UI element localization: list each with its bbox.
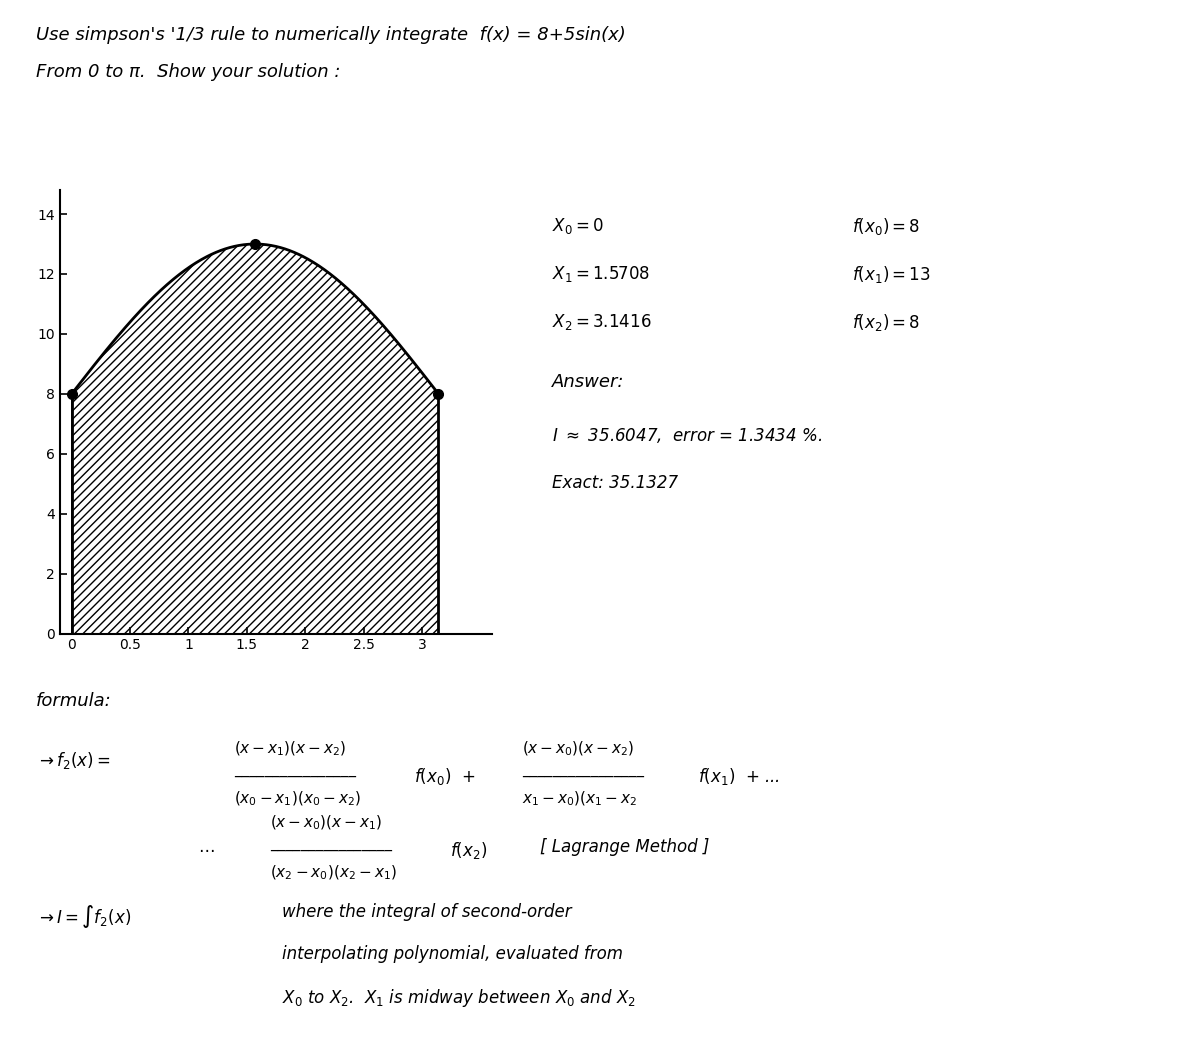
Text: $X_2 = 3.1416$: $X_2 = 3.1416$ bbox=[552, 312, 652, 332]
Text: $(x_0-x_1)(x_0-x_2)$: $(x_0-x_1)(x_0-x_2)$ bbox=[234, 790, 361, 808]
Text: $\rightarrow I = \int f_2(x)$: $\rightarrow I = \int f_2(x)$ bbox=[36, 903, 131, 930]
Text: $f(x_2)$: $f(x_2)$ bbox=[450, 840, 487, 861]
Text: interpolating polynomial, evaluated from: interpolating polynomial, evaluated from bbox=[282, 945, 623, 963]
Text: ________________: ________________ bbox=[270, 836, 392, 851]
Text: $\rightarrow f_2(x) =$: $\rightarrow f_2(x) =$ bbox=[36, 750, 110, 771]
Text: $(x_2-x_0)(x_2-x_1)$: $(x_2-x_0)(x_2-x_1)$ bbox=[270, 864, 397, 882]
Text: $f(x_2) = 8$: $f(x_2) = 8$ bbox=[852, 312, 920, 333]
Text: $x_1-x_0)(x_1-x_2$: $x_1-x_0)(x_1-x_2$ bbox=[522, 790, 637, 808]
Text: From 0 to π.  Show your solution :: From 0 to π. Show your solution : bbox=[36, 63, 341, 81]
Text: $X_0$ to $X_2$.  $X_1$ is midway between $X_0$ and $X_2$: $X_0$ to $X_2$. $X_1$ is midway between … bbox=[282, 987, 636, 1010]
Text: I $\approx$ 35.6047,  error = 1.3434 %.: I $\approx$ 35.6047, error = 1.3434 %. bbox=[552, 426, 822, 445]
Text: $X_0 = 0$: $X_0 = 0$ bbox=[552, 216, 604, 237]
Text: $f(x_1) = 13$: $f(x_1) = 13$ bbox=[852, 264, 931, 285]
Text: $X_1 = 1.5708$: $X_1 = 1.5708$ bbox=[552, 264, 650, 284]
Text: $f(x_0)$  +: $f(x_0)$ + bbox=[414, 766, 475, 787]
Text: $f(x_1)$  + ...: $f(x_1)$ + ... bbox=[698, 766, 780, 787]
Text: $(x-x_0)(x-x_1)$: $(x-x_0)(x-x_1)$ bbox=[270, 813, 383, 831]
Text: $(x-x_1)(x-x_2)$: $(x-x_1)(x-x_2)$ bbox=[234, 739, 347, 757]
Text: Exact: 35.1327: Exact: 35.1327 bbox=[552, 473, 678, 492]
Text: Answer:: Answer: bbox=[552, 373, 624, 392]
Text: $\cdots$: $\cdots$ bbox=[198, 840, 215, 857]
Text: Use simpson's '1/3 rule to numerically integrate  f(x) = 8+5sin(x): Use simpson's '1/3 rule to numerically i… bbox=[36, 26, 625, 44]
Text: where the integral of second-order: where the integral of second-order bbox=[282, 903, 571, 921]
Text: [ Lagrange Method ]: [ Lagrange Method ] bbox=[540, 838, 709, 856]
Text: formula:: formula: bbox=[36, 692, 112, 710]
Text: $(x-x_0)(x-x_2)$: $(x-x_0)(x-x_2)$ bbox=[522, 739, 635, 757]
Text: $f(x_0) = 8$: $f(x_0) = 8$ bbox=[852, 216, 920, 238]
Text: ________________: ________________ bbox=[234, 762, 356, 777]
Text: ________________: ________________ bbox=[522, 762, 644, 777]
